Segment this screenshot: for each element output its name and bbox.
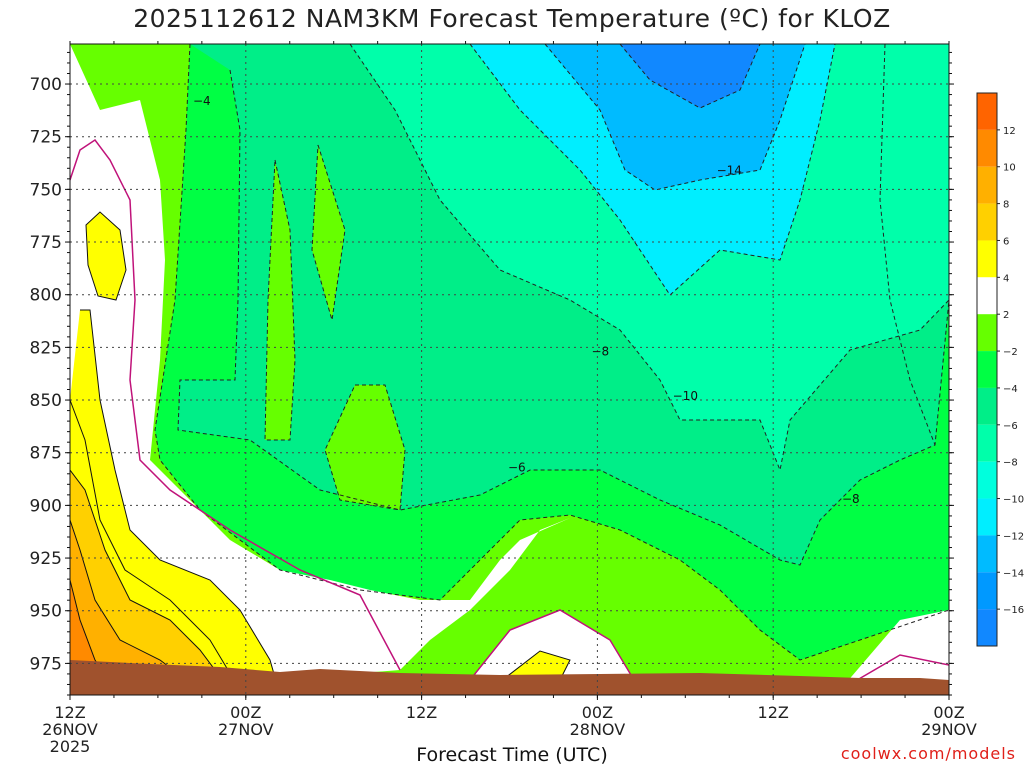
x-tick-label: 12Z	[758, 703, 789, 722]
contour-line	[177, 69, 949, 566]
fill-zero-band	[70, 44, 570, 695]
x-tick-label: 12Z	[54, 703, 85, 722]
contour-line	[469, 44, 836, 296]
contour-label: −8	[591, 345, 609, 359]
contour-line	[544, 44, 806, 191]
y-tick-label: 725	[30, 128, 62, 148]
colorbar-label: −10	[1003, 495, 1024, 506]
contour-line	[85, 211, 127, 301]
y-tick-label: 900	[30, 496, 62, 516]
x-tick-label: 29NOV	[921, 720, 977, 739]
colorbar-swatch	[977, 240, 997, 278]
gridlines	[70, 44, 949, 695]
contour-label: −10	[673, 389, 698, 403]
contour-line	[70, 138, 401, 671]
x-tick-label: 26NOV	[42, 720, 98, 739]
x-tick-label: 00Z	[582, 703, 613, 722]
fill-island-a	[265, 160, 295, 440]
fill-plus6-region	[70, 520, 200, 695]
fill-minus16-region	[620, 44, 760, 108]
y-tick-label: 925	[30, 549, 62, 569]
positive-contours	[70, 211, 571, 695]
colorbar-swatch	[977, 203, 997, 241]
colorbar-label: 8	[1003, 200, 1009, 211]
contour-line	[70, 469, 231, 691]
y-axis: 700 725 750 775 800 825 850 875 900 925 950 975	[30, 51, 954, 696]
colorbar-label: 12	[1003, 126, 1016, 137]
colorbar-label: −16	[1003, 605, 1024, 616]
contour-line	[70, 399, 241, 691]
colorbar-label: −12	[1003, 531, 1024, 542]
colorbar-label: 4	[1003, 273, 1009, 284]
chart-title: 2025112612 NAM3KM Forecast Temperature (…	[133, 4, 891, 33]
fill-plus2-low	[505, 651, 570, 680]
y-tick-label: 825	[30, 338, 62, 358]
x-tick-label: 28NOV	[570, 720, 626, 739]
colorbar-frame	[976, 92, 998, 647]
colorbar-swatch	[977, 572, 997, 610]
y-tick-label: 750	[30, 180, 62, 200]
x-tick-label: 00Z	[230, 703, 261, 722]
fill-island-c	[325, 385, 405, 510]
contour-label: −8	[842, 492, 860, 506]
colorbar-swatch	[977, 498, 997, 536]
terrain	[70, 660, 949, 695]
fill-island-b	[312, 145, 345, 320]
colorbar-label: −8	[1003, 458, 1018, 469]
contour-line	[504, 650, 571, 681]
colorbar-label: −2	[1003, 347, 1018, 358]
colorbar-label: −4	[1003, 384, 1018, 395]
x-tick-label: 27NOV	[218, 720, 274, 739]
credit-text: coolwx.com/models	[840, 744, 1016, 763]
contour-labels: −4 −14 −8 −10 −6 −8	[193, 94, 860, 506]
contour-label: −14	[717, 163, 742, 177]
x-tick-label: 2025	[50, 737, 91, 756]
colorbar-swatch	[977, 535, 997, 573]
colorbar-swatch	[977, 166, 997, 204]
colorbar-label: 6	[1003, 236, 1009, 247]
y-tick-label: 950	[30, 602, 62, 622]
colorbar-swatch	[977, 277, 997, 315]
y-tick-label: 700	[30, 75, 62, 95]
colorbar-swatch	[977, 609, 997, 646]
colorbar-swatch	[977, 351, 997, 388]
colorbar: 12 10 8 6 4 2 −2 −4 −6 −8 −10 −12 −14 −16	[976, 92, 1024, 647]
colorbar-swatch	[977, 424, 997, 462]
contour-line	[619, 44, 761, 109]
x-tick-label: 12Z	[406, 703, 437, 722]
contour-line	[154, 44, 949, 661]
y-tick-label: 850	[30, 391, 62, 411]
colorbar-swatch	[977, 461, 997, 499]
x-axis-label: Forecast Time (UTC)	[416, 744, 608, 766]
y-tick-label: 875	[30, 444, 62, 464]
colorbar-swatch	[977, 93, 997, 130]
contour-line	[311, 144, 346, 321]
contour-label: −4	[193, 94, 211, 108]
y-tick-label: 775	[30, 233, 62, 253]
contour-label: −6	[508, 460, 526, 474]
colorbar-swatch	[977, 129, 997, 167]
contour-line	[264, 159, 296, 441]
colorbar-label: 10	[1003, 163, 1016, 174]
x-tick-label: 00Z	[933, 703, 964, 722]
y-tick-label: 800	[30, 286, 62, 306]
colorbar-label: −14	[1003, 568, 1024, 579]
contour-line	[324, 384, 406, 511]
colorbar-swatch	[977, 314, 997, 352]
colorbar-label: −6	[1003, 421, 1018, 432]
colorbar-swatch	[977, 387, 997, 425]
contour-line	[80, 309, 281, 695]
y-tick-label: 975	[30, 654, 62, 674]
fill-plus2-blob	[86, 212, 126, 300]
colorbar-label: 2	[1003, 310, 1009, 321]
plot-area	[70, 44, 949, 695]
contour-line	[469, 609, 641, 691]
